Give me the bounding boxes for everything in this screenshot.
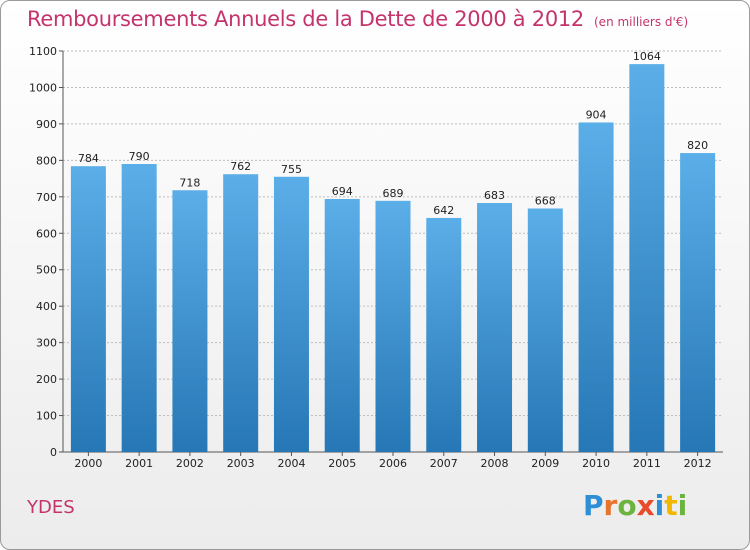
x-tick-label: 2006 xyxy=(379,457,407,470)
chart-title-text: Remboursements Annuels de la Dette de 20… xyxy=(27,7,584,31)
bar xyxy=(477,203,513,452)
x-tick-label: 2005 xyxy=(328,457,356,470)
bar-value-label: 784 xyxy=(78,152,99,165)
bar-value-label: 790 xyxy=(129,150,150,163)
x-tick-label: 2012 xyxy=(684,457,712,470)
x-tick-label: 2011 xyxy=(633,457,661,470)
x-tick-label: 2002 xyxy=(176,457,204,470)
y-tick-label: 1000 xyxy=(29,81,57,94)
x-tick-label: 2009 xyxy=(531,457,559,470)
x-tick-label: 2004 xyxy=(277,457,305,470)
bar xyxy=(426,217,462,452)
y-tick-label: 800 xyxy=(36,154,57,167)
commune-name: YDES xyxy=(27,497,75,518)
bar-value-label: 755 xyxy=(281,163,302,176)
y-tick-label: 400 xyxy=(36,300,57,313)
bar xyxy=(578,122,614,452)
logo-letter: t xyxy=(664,489,678,522)
bar xyxy=(172,190,208,453)
y-tick-label: 200 xyxy=(36,373,57,386)
y-tick-label: 1100 xyxy=(29,45,57,58)
logo-letter: i xyxy=(654,489,665,522)
bar xyxy=(375,200,411,452)
bar xyxy=(121,164,157,452)
chart-title: Remboursements Annuels de la Dette de 20… xyxy=(27,7,688,31)
y-tick-label: 300 xyxy=(36,337,57,350)
logo-letter: P xyxy=(583,489,604,522)
logo-letter: x xyxy=(636,489,655,522)
chart-subtitle: (en milliers d'€) xyxy=(594,15,689,29)
bar xyxy=(223,174,259,452)
logo-letter: r xyxy=(603,489,618,522)
y-tick-label: 600 xyxy=(36,227,57,240)
y-tick-label: 0 xyxy=(50,446,57,459)
x-tick-label: 2003 xyxy=(227,457,255,470)
y-tick-label: 700 xyxy=(36,191,57,204)
bar-value-label: 762 xyxy=(230,160,251,173)
bar-value-label: 689 xyxy=(383,187,404,200)
bar-chart: 0 100 200 300 400 500 600 700 800 900 1000 1100 784 2… xyxy=(29,45,723,470)
logo-letter: i xyxy=(677,489,688,522)
bar xyxy=(629,64,665,452)
bar-value-label: 683 xyxy=(484,189,505,202)
bar xyxy=(680,153,716,452)
bar xyxy=(273,176,309,452)
bar-value-label: 694 xyxy=(332,185,353,198)
bar xyxy=(527,208,563,452)
y-tick-label: 100 xyxy=(36,410,57,423)
y-tick-label: 500 xyxy=(36,264,57,277)
proxiti-logo: Proxiti xyxy=(583,489,687,522)
bar xyxy=(324,199,360,452)
x-tick-label: 2000 xyxy=(74,457,102,470)
bar-value-label: 642 xyxy=(433,204,454,217)
y-tick-label: 900 xyxy=(36,118,57,131)
logo-letter: o xyxy=(617,489,637,522)
bar-value-label: 718 xyxy=(179,176,200,189)
x-tick-label: 2001 xyxy=(125,457,153,470)
bar-value-label: 1064 xyxy=(633,50,661,63)
x-tick-label: 2008 xyxy=(481,457,509,470)
bar-value-label: 668 xyxy=(535,194,556,207)
bar-value-label: 820 xyxy=(687,139,708,152)
x-tick-label: 2010 xyxy=(582,457,610,470)
bar-value-label: 904 xyxy=(586,108,607,121)
x-tick-label: 2007 xyxy=(430,457,458,470)
bar xyxy=(70,166,106,453)
